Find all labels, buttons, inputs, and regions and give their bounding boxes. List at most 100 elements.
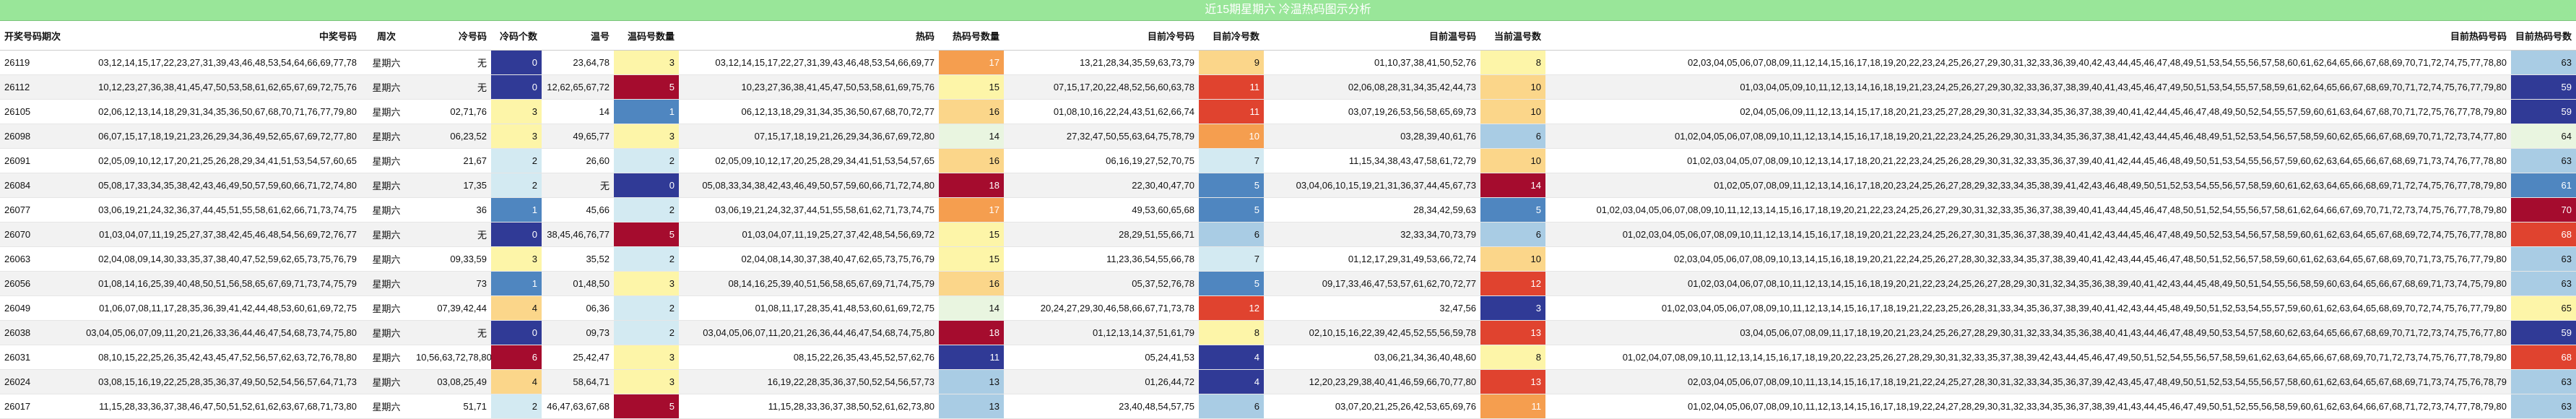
cell-current-hot-numbers: 01,02,05,07,08,09,11,12,13,14,16,17,18,2… bbox=[1545, 173, 2511, 198]
table-row: 26070 01,03,04,07,11,19,25,27,37,38,42,45… bbox=[0, 222, 2576, 247]
cell-winning-numbers: 03,06,19,21,24,32,36,37,44,45,51,55,58,6… bbox=[79, 197, 361, 223]
cell-winning-numbers: 03,12,14,15,17,22,23,27,31,39,43,46,48,5… bbox=[79, 50, 361, 75]
cell-hot-count: 18 bbox=[939, 320, 1004, 345]
cell-hot-count: 11 bbox=[939, 345, 1004, 370]
cell-current-warm-numbers: 02,06,08,28,31,34,35,42,44,73 bbox=[1264, 74, 1480, 100]
cell-hot-count: 13 bbox=[939, 369, 1004, 394]
cell-current-warm-count: 8 bbox=[1480, 50, 1545, 75]
cell-period: 26091 bbox=[0, 148, 79, 173]
cell-cold-count: 2 bbox=[491, 394, 542, 419]
cell-cold-count: 4 bbox=[491, 295, 542, 321]
cell-warm-count: 0 bbox=[614, 173, 679, 198]
table-row: 26017 11,15,28,33,36,37,38,46,47,50,51,52… bbox=[0, 394, 2576, 419]
cell-current-warm-numbers: 03,28,39,40,61,76 bbox=[1264, 124, 1480, 149]
cell-warm-numbers: 58,64,71 bbox=[542, 369, 614, 394]
cell-current-cold-numbers: 07,15,17,20,22,48,52,56,60,63,78 bbox=[1004, 74, 1199, 100]
cell-current-warm-count: 10 bbox=[1480, 246, 1545, 272]
cell-period: 26063 bbox=[0, 246, 79, 272]
cell-warm-numbers: 12,62,65,67,72 bbox=[542, 74, 614, 100]
cell-current-cold-numbers: 23,40,48,54,57,75 bbox=[1004, 394, 1199, 419]
cell-winning-numbers: 02,05,09,10,12,17,20,21,25,26,28,29,34,4… bbox=[79, 148, 361, 173]
cell-hot-numbers: 08,15,22,26,35,43,45,52,57,62,76 bbox=[679, 345, 939, 370]
cell-warm-numbers: 45,66 bbox=[542, 197, 614, 223]
table-row: 26119 03,12,14,15,17,22,23,27,31,39,43,46… bbox=[0, 50, 2576, 75]
cell-current-hot-count: 65 bbox=[2511, 295, 2576, 321]
cell-current-warm-count: 6 bbox=[1480, 124, 1545, 149]
cell-hot-count: 16 bbox=[939, 148, 1004, 173]
table-body: 26119 03,12,14,15,17,22,23,27,31,39,43,46… bbox=[0, 50, 2576, 419]
cell-hot-numbers: 07,15,17,18,19,21,26,29,34,36,67,69,72,8… bbox=[679, 124, 939, 149]
cell-current-hot-count: 63 bbox=[2511, 50, 2576, 75]
cell-winning-numbers: 01,03,04,07,11,19,25,27,37,38,42,45,46,4… bbox=[79, 222, 361, 247]
cell-current-hot-numbers: 01,02,03,04,05,06,07,08,09,10,11,12,13,1… bbox=[1545, 197, 2511, 223]
cell-hot-count: 15 bbox=[939, 74, 1004, 100]
cell-cold-numbers: 10,56,63,72,78,80 bbox=[412, 345, 491, 370]
cell-weekday: 星期六 bbox=[361, 246, 412, 272]
cell-cold-count: 0 bbox=[491, 74, 542, 100]
cell-hot-count: 13 bbox=[939, 394, 1004, 419]
cell-current-hot-numbers: 03,04,05,06,07,08,09,11,17,18,19,20,21,2… bbox=[1545, 320, 2511, 345]
cell-warm-numbers: 06,36 bbox=[542, 295, 614, 321]
cell-current-hot-count: 68 bbox=[2511, 222, 2576, 247]
cell-current-warm-numbers: 03,04,06,10,15,19,21,31,36,37,44,45,67,7… bbox=[1264, 173, 1480, 198]
cell-current-cold-numbers: 01,08,10,16,22,24,43,51,62,66,74 bbox=[1004, 99, 1199, 124]
cell-cold-numbers: 无 bbox=[412, 74, 491, 100]
cell-period: 26112 bbox=[0, 74, 79, 100]
table-row: 26098 06,07,15,17,18,19,21,23,26,29,34,36… bbox=[0, 124, 2576, 149]
cell-winning-numbers: 02,04,08,09,14,30,33,35,37,38,40,47,52,5… bbox=[79, 246, 361, 272]
cell-warm-count: 2 bbox=[614, 148, 679, 173]
header-current-cold-count: 目前冷号数 bbox=[1199, 21, 1264, 51]
cell-current-cold-numbers: 22,30,40,47,70 bbox=[1004, 173, 1199, 198]
cell-current-cold-numbers: 01,12,13,14,37,51,61,79 bbox=[1004, 320, 1199, 345]
cell-current-warm-numbers: 12,20,23,29,38,40,41,46,59,66,70,77,80 bbox=[1264, 369, 1480, 394]
cell-current-cold-count: 4 bbox=[1199, 345, 1264, 370]
table-row: 26038 03,04,05,06,07,09,11,20,21,26,33,36… bbox=[0, 320, 2576, 345]
cell-hot-count: 16 bbox=[939, 99, 1004, 124]
cell-period: 26105 bbox=[0, 99, 79, 124]
cell-current-cold-numbers: 11,23,36,54,55,66,78 bbox=[1004, 246, 1199, 272]
table-row: 26024 03,08,15,16,19,22,25,28,35,36,37,49… bbox=[0, 369, 2576, 394]
cell-current-hot-count: 70 bbox=[2511, 197, 2576, 223]
cell-current-warm-count: 10 bbox=[1480, 99, 1545, 124]
cell-period: 26119 bbox=[0, 50, 79, 75]
cell-warm-count: 5 bbox=[614, 74, 679, 100]
cell-cold-count: 0 bbox=[491, 50, 542, 75]
cell-current-hot-count: 61 bbox=[2511, 173, 2576, 198]
cell-period: 26017 bbox=[0, 394, 79, 419]
cell-warm-count: 3 bbox=[614, 50, 679, 75]
cell-current-cold-numbers: 20,24,27,29,30,46,58,66,67,71,73,78 bbox=[1004, 295, 1199, 321]
cell-hot-count: 18 bbox=[939, 173, 1004, 198]
cell-warm-numbers: 25,42,47 bbox=[542, 345, 614, 370]
cell-cold-count: 6 bbox=[491, 345, 542, 370]
cell-current-cold-numbers: 01,26,44,72 bbox=[1004, 369, 1199, 394]
cell-hot-count: 16 bbox=[939, 271, 1004, 296]
cell-period: 26038 bbox=[0, 320, 79, 345]
cell-cold-count: 3 bbox=[491, 99, 542, 124]
cell-current-cold-count: 7 bbox=[1199, 246, 1264, 272]
cell-current-hot-count: 63 bbox=[2511, 148, 2576, 173]
cell-current-cold-count: 5 bbox=[1199, 197, 1264, 223]
cell-current-cold-count: 6 bbox=[1199, 222, 1264, 247]
header-current-warm-count: 当前温号数 bbox=[1480, 21, 1545, 51]
cell-current-hot-count: 59 bbox=[2511, 99, 2576, 124]
cell-winning-numbers: 03,08,15,16,19,22,25,28,35,36,37,49,50,5… bbox=[79, 369, 361, 394]
cell-current-cold-count: 12 bbox=[1199, 295, 1264, 321]
cell-warm-numbers: 49,65,77 bbox=[542, 124, 614, 149]
cell-winning-numbers: 05,08,17,33,34,35,38,42,43,46,49,50,57,5… bbox=[79, 173, 361, 198]
cell-hot-count: 17 bbox=[939, 50, 1004, 75]
cell-weekday: 星期六 bbox=[361, 295, 412, 321]
cell-weekday: 星期六 bbox=[361, 320, 412, 345]
cell-warm-count: 5 bbox=[614, 394, 679, 419]
cell-hot-numbers: 01,03,04,07,11,19,25,27,37,42,48,54,56,6… bbox=[679, 222, 939, 247]
table-row: 26091 02,05,09,10,12,17,20,21,25,26,28,29… bbox=[0, 148, 2576, 173]
cell-weekday: 星期六 bbox=[361, 74, 412, 100]
cell-current-warm-numbers: 28,34,42,59,63 bbox=[1264, 197, 1480, 223]
cell-hot-count: 17 bbox=[939, 197, 1004, 223]
cell-current-hot-numbers: 02,03,04,05,06,07,08,09,10,11,13,14,15,1… bbox=[1545, 369, 2511, 394]
header-period: 开奖号码期次 bbox=[0, 21, 79, 51]
cell-cold-numbers: 03,08,25,49 bbox=[412, 369, 491, 394]
cell-current-warm-numbers: 03,07,19,26,53,56,58,65,69,73 bbox=[1264, 99, 1480, 124]
cell-current-hot-count: 63 bbox=[2511, 271, 2576, 296]
cell-current-hot-numbers: 02,03,04,05,06,07,08,09,10,13,14,15,16,1… bbox=[1545, 246, 2511, 272]
cell-weekday: 星期六 bbox=[361, 99, 412, 124]
